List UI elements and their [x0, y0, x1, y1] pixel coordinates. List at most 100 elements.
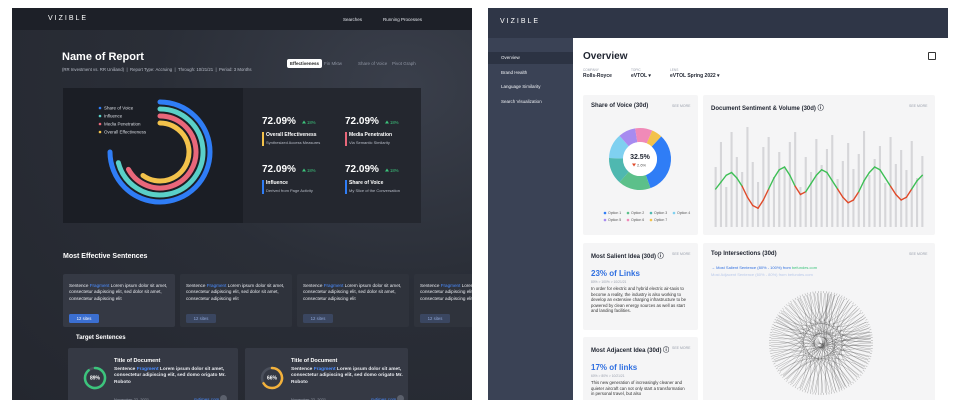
sentence-card: Sentence Fragment Lorem ipsum dolor sit …	[180, 274, 292, 327]
nav-link[interactable]: Running Processes	[383, 17, 423, 22]
sentiment-line	[741, 185, 749, 198]
chord-tick	[859, 310, 862, 312]
metric-value: 72.09%	[262, 116, 296, 127]
doc-text: Sentence Fragment Lorem ipsum dolor sit …	[291, 367, 403, 386]
chord-tick	[862, 314, 865, 316]
tab[interactable]: Pivot Graph	[392, 61, 416, 66]
effectiveness-card: Share of Voice Influence Media Penetration…	[63, 88, 421, 223]
chord-tick	[802, 389, 804, 392]
donut-hole	[623, 142, 657, 176]
chord-tick	[864, 367, 867, 370]
chord	[806, 295, 843, 389]
layout-icon[interactable]	[928, 52, 936, 60]
chord-tick	[799, 295, 801, 298]
chord	[782, 303, 804, 375]
chord	[814, 328, 869, 393]
sidebar-item[interactable]: Overview	[501, 55, 520, 60]
filter-label: LENS	[670, 68, 679, 72]
chord-tick	[772, 324, 775, 326]
see-more[interactable]: SEE MORE	[672, 346, 691, 350]
volume-bar	[762, 147, 765, 227]
sites-button[interactable]: 12 sites	[303, 314, 333, 323]
chord-tick	[804, 293, 806, 296]
sites-button[interactable]: 12 sites	[186, 314, 216, 323]
legend-dot	[603, 211, 607, 215]
graphic: 66%	[260, 366, 284, 390]
open-button[interactable]	[220, 395, 227, 400]
doc-source[interactable]: nytimes.com	[371, 397, 397, 400]
section-title: Most Effective Sentences	[63, 253, 148, 260]
volume-bar	[799, 187, 802, 227]
metric-sub: Via Semantic Similarity	[349, 140, 390, 145]
sidebar	[488, 38, 573, 400]
see-more[interactable]: SEE MORE	[672, 104, 691, 108]
sentiment-line	[714, 181, 722, 190]
sidebar-item[interactable]: Search Visualization	[501, 98, 542, 104]
volume-bar	[878, 146, 882, 227]
metric-value: 72.09%	[345, 164, 379, 175]
sentiment-line	[889, 185, 897, 196]
sentiment-line	[895, 193, 902, 201]
see-more[interactable]: SEE MORE	[672, 252, 691, 256]
chord-tick	[777, 370, 780, 372]
tab[interactable]: Fin Mktw	[324, 61, 342, 66]
chord-tick	[788, 302, 790, 305]
chord-tick	[775, 316, 778, 319]
sentence-text: Sentence Fragment Lorem ipsum dolor sit …	[420, 283, 472, 302]
sites-label: 12 sites	[427, 316, 443, 321]
sentiment-line	[858, 180, 865, 193]
sidebar-item[interactable]: Language Similarity	[501, 84, 541, 89]
graphic	[714, 127, 924, 227]
sentiment-line	[836, 188, 844, 198]
sentence-lead: Sentence	[420, 283, 440, 288]
sentence-card: Sentence Fragment Lorem ipsum dolor sit …	[414, 274, 472, 327]
sentence-body: Lorem ipsum dolor sit amet, consectetur …	[69, 283, 168, 301]
chord-tick	[841, 388, 843, 391]
sidebar-item[interactable]: Brand Health	[501, 69, 528, 75]
chord-tick	[771, 326, 774, 328]
sentiment-line	[820, 169, 828, 174]
chord	[778, 316, 844, 388]
chord-tick	[790, 383, 792, 386]
chord	[794, 348, 871, 386]
sentiment-line	[757, 199, 765, 209]
chord	[784, 295, 836, 377]
top-bar	[12, 8, 472, 30]
legend-label: Option 4	[677, 211, 690, 215]
metrics-area	[243, 88, 421, 223]
see-more[interactable]: SEE MORE	[909, 104, 928, 108]
chord-tick	[780, 310, 783, 312]
chord	[778, 294, 835, 370]
volume-bar	[921, 156, 924, 227]
logo: VIZIBLE	[48, 15, 89, 22]
doc-source[interactable]: nytimes.com	[194, 397, 220, 400]
chord-tick	[784, 378, 786, 380]
chord-tick	[845, 297, 848, 300]
idea-meta: 60% > 80% > 10/21/21	[591, 374, 625, 378]
nav-link[interactable]: Searches	[343, 17, 363, 22]
donut-slice	[646, 130, 662, 147]
volume-bar	[730, 132, 733, 227]
chord-tick	[802, 294, 804, 297]
sentence-text: Sentence Fragment Lorem ipsum dolor sit …	[303, 283, 403, 302]
sites-button[interactable]: 12 sites	[420, 314, 450, 323]
see-more[interactable]: SEE MORE	[909, 252, 928, 256]
chord-tick	[841, 295, 843, 298]
sentence-lead: Sentence	[114, 367, 136, 372]
sentiment-line	[746, 196, 754, 207]
tab[interactable]: Share of Voice	[358, 61, 388, 66]
open-button[interactable]	[397, 395, 404, 400]
metric-accent	[345, 180, 347, 194]
sentiment-line	[905, 188, 913, 198]
filter-value[interactable]: eVTOL Spring 2022 ▾	[670, 73, 720, 79]
sentiment-line	[884, 177, 892, 187]
filter-value[interactable]: eVTOL ▾	[631, 73, 651, 79]
sentiment-line	[778, 166, 786, 171]
chord-tick	[778, 372, 781, 374]
chord-tick	[782, 376, 784, 378]
sentiment-line	[783, 166, 791, 176]
sites-button[interactable]: 12 sites	[69, 314, 99, 323]
chord-tick	[856, 378, 858, 380]
filter-value[interactable]: Rolls-Royce	[583, 73, 612, 79]
tab[interactable]: Effectiveness	[287, 59, 323, 68]
